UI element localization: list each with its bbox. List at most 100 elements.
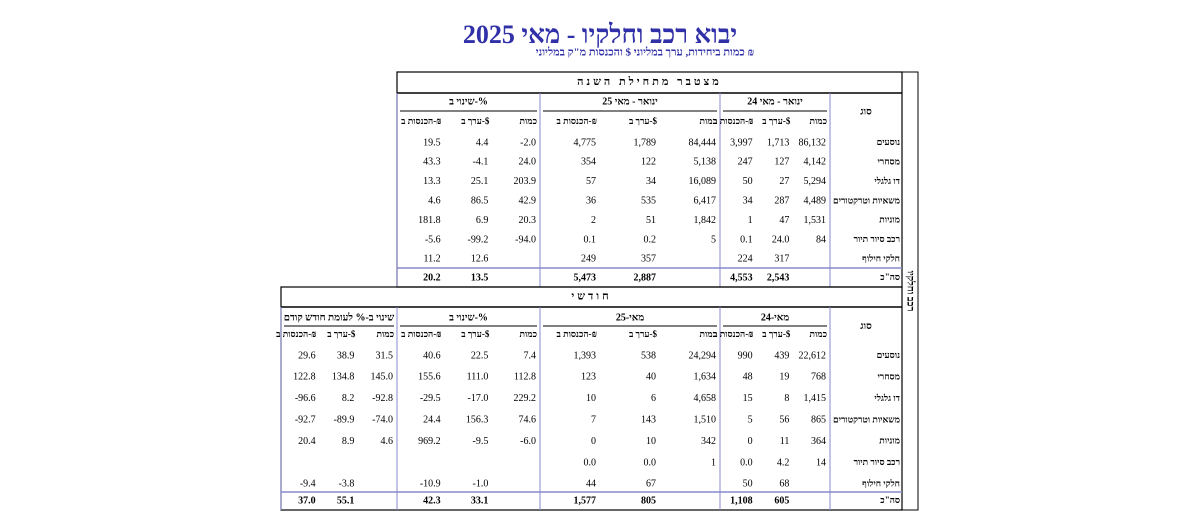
cell: 1 [711,457,716,468]
row-label: דו גלגלי [874,393,900,403]
group-label: ינואר - מאי 25 [602,96,658,107]
cell: 34 [646,176,656,187]
cell: 4,553 [730,272,753,283]
cell: 19.5 [423,137,441,148]
group-label: ינואר - מאי 24 [747,96,803,107]
cell: 25.1 [471,176,489,187]
row-label: מוניות [879,215,900,225]
cell: 20.4 [298,436,316,447]
column-label: הכנסות ב-₪ [557,116,597,126]
cell: 1,108 [730,495,753,506]
cell: 37.0 [298,495,316,506]
cell: 1,789 [634,137,657,148]
cell: 317 [774,254,789,265]
cell: 24,294 [689,350,717,361]
column-label: כמות [519,116,537,126]
cell: -92.8 [372,393,393,404]
group-label: מאי-24 [761,312,789,323]
cell: 5 [748,414,753,425]
cell: 990 [738,350,753,361]
cell: 1,842 [694,215,717,226]
cell: 24.4 [423,414,441,425]
cell: 44 [586,479,596,490]
cell: 364 [811,436,826,447]
cell: 287 [774,195,789,206]
cell: 1,713 [767,137,790,148]
row-label: מסחרי [877,156,900,166]
cell: 2,887 [634,272,657,283]
cell: 57 [586,176,596,187]
cell: 11.2 [424,254,441,265]
row-label: מוניות [879,436,900,446]
cell: 51 [646,215,656,226]
cell: 249 [581,254,596,265]
cell: 1,634 [694,372,717,383]
side-label: רכב וחלקיו [905,271,917,312]
cell: 0 [748,436,753,447]
column-label: ערך ב-$ [461,116,490,126]
cell: 24.0 [519,157,537,168]
cell: -3.8 [338,479,354,490]
cell: 768 [811,372,826,383]
cell: 20.3 [519,215,537,226]
cell: 0.1 [584,234,597,245]
cell: -29.5 [420,393,441,404]
column-label: הכנסות ב-₪ [713,329,753,339]
cell: 74.6 [519,414,537,425]
column-label: ערך ב-$ [762,329,791,339]
cell: 969.2 [418,436,441,447]
column-label: כמות [376,329,394,339]
cell: 1 [748,215,753,226]
row-label: חלקי חילוף [862,478,900,488]
cell: -1.0 [472,479,488,490]
cell: 5 [711,234,716,245]
cell: 10 [646,436,656,447]
cell: 0.0 [740,457,753,468]
cell: 15 [743,393,753,404]
title: יבוא רכב וחלקיו - מאי 2025 [463,20,737,49]
cell: 50 [743,479,753,490]
column-label: הכנסות ב-₪ [557,329,597,339]
cell: 7.4 [524,350,537,361]
cell: 12.6 [471,254,489,265]
cell: 4.2 [777,457,790,468]
row-label: נוסעים [877,350,900,360]
cell: 156.3 [466,414,489,425]
column-label: כמות [809,116,827,126]
cell: 342 [701,436,716,447]
type-header: סוג [860,321,872,332]
row-label: רכב סיור תיור [854,457,900,467]
group-label: מאי-25 [616,312,644,323]
cell: 48 [743,372,753,383]
column-label: ערך ב-$ [327,329,356,339]
cell: 40 [646,372,656,383]
cell: 47 [779,215,789,226]
column-label: ערך ב-$ [461,329,490,339]
group-label: שינוי ב-% לעומת חודש קודם [284,311,395,323]
column-label: הכנסות ב-₪ [276,329,316,339]
row-label: רכב סיור תיור [854,234,900,244]
cell: 4.4 [476,137,489,148]
cell: -74.0 [372,414,393,425]
column-label: כמות [809,329,827,339]
cell: 13.3 [423,176,441,187]
cell: -9.4 [300,479,316,490]
cell: -99.2 [467,234,488,245]
cell: 155.6 [418,372,441,383]
column-label: ערך ב-$ [762,116,791,126]
row-label: דו גלגלי [874,176,900,186]
cell: 439 [774,350,789,361]
cell: 24.0 [772,234,790,245]
cell: 145.0 [371,372,394,383]
cell: 122 [641,157,656,168]
cell: 50 [743,176,753,187]
column-label: כמות [699,329,717,339]
column-label: הכנסות ב-₪ [713,116,753,126]
cell: 4,489 [804,195,827,206]
cell: 134.8 [332,372,355,383]
cell: -9.5 [472,436,488,447]
type-header: סוג [860,106,872,117]
column-label: הכנסות ב-₪ [401,116,441,126]
cell: 6.9 [476,215,489,226]
cell: 42.3 [423,495,441,506]
